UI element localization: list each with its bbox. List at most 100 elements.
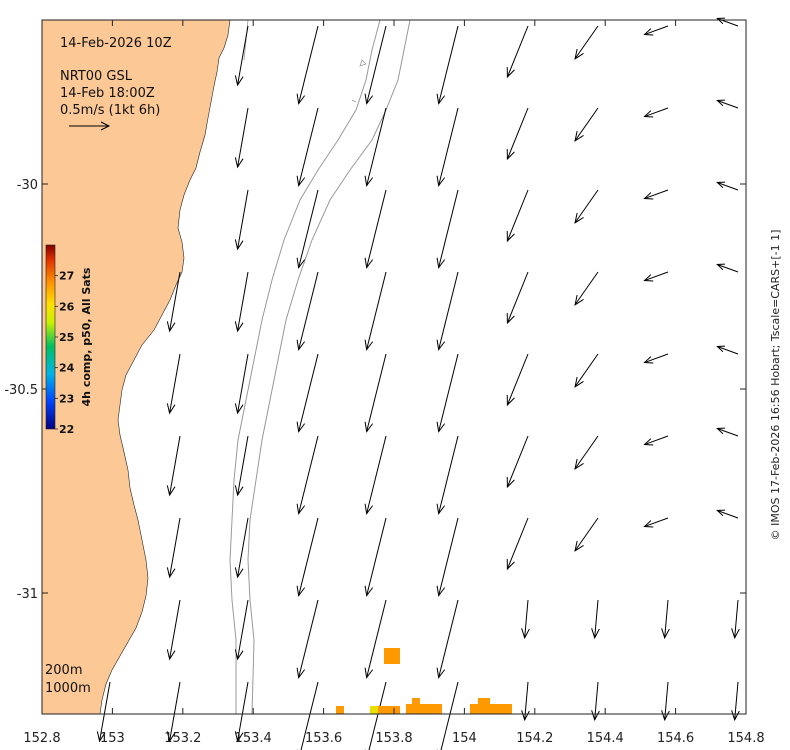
current-arrow xyxy=(716,427,739,437)
current-arrow xyxy=(716,263,739,273)
current-arrow xyxy=(166,353,181,415)
sst-pixel xyxy=(384,648,400,664)
current-arrow xyxy=(506,107,529,161)
current-arrow xyxy=(296,599,319,679)
current-arrow xyxy=(296,271,319,351)
current-arrow xyxy=(716,345,739,355)
current-arrow xyxy=(506,353,529,407)
current-arrow xyxy=(436,353,459,433)
current-arrow xyxy=(166,271,181,333)
scale-label: 0.5m/s (1kt 6h) xyxy=(60,103,160,118)
current-arrow xyxy=(574,107,599,142)
x-tick-label: 153.4 xyxy=(235,731,272,746)
current-arrow xyxy=(643,435,669,446)
current-arrow xyxy=(364,353,387,433)
credit-text: © IMOS 17-Feb-2026 16:56 Hobart; Tscale=… xyxy=(769,230,782,541)
current-arrow xyxy=(234,271,249,333)
depth-label-200m: 200m xyxy=(45,663,82,678)
x-tick-label: 154.4 xyxy=(587,731,624,746)
current-arrow xyxy=(234,353,249,415)
current-arrow xyxy=(436,25,459,105)
current-arrow xyxy=(643,517,669,528)
current-arrow xyxy=(234,681,249,743)
axis-ticks: 152.8 153 153.2 153.4 153.6 153.8 154 154.2 154.… xyxy=(4,20,765,746)
colorbar-tick-label: 25 xyxy=(59,331,74,344)
current-arrow xyxy=(364,189,387,269)
colorbar-ticks: 27 26 25 24 23 22 xyxy=(55,270,75,436)
current-arrow xyxy=(574,25,599,60)
current-arrow xyxy=(643,271,669,282)
current-arrow xyxy=(661,599,670,640)
x-tick-label: 154.8 xyxy=(727,731,764,746)
colorbar-label: 4h comp, p50, All Sats xyxy=(80,267,93,406)
x-tick-label: 154 xyxy=(452,731,477,746)
product-label: NRT00 GSL xyxy=(60,69,133,84)
current-arrow xyxy=(521,599,530,640)
current-arrow xyxy=(234,189,249,251)
current-arrow xyxy=(643,25,669,36)
current-arrow xyxy=(643,189,669,200)
current-arrow xyxy=(436,435,459,515)
time-label: 14-Feb 18:00Z xyxy=(60,86,155,101)
current-arrow xyxy=(436,599,459,679)
current-arrow xyxy=(364,271,387,351)
x-tick-label: 153.8 xyxy=(375,731,412,746)
sst-pixel xyxy=(336,706,344,714)
current-arrow xyxy=(574,271,599,306)
current-arrow xyxy=(506,271,529,325)
y-tick-label: -30.5 xyxy=(4,383,38,398)
current-arrow xyxy=(166,681,181,743)
current-arrow xyxy=(234,599,249,661)
current-arrow xyxy=(296,107,319,187)
depth-label-1000m: 1000m xyxy=(45,681,91,696)
current-arrow xyxy=(296,517,319,597)
sst-pixel xyxy=(478,698,490,706)
current-arrow xyxy=(436,517,459,597)
y-tick-label: -30 xyxy=(17,178,38,193)
current-arrow xyxy=(574,353,599,388)
x-tick-label: 153 xyxy=(100,731,125,746)
sst-pixel xyxy=(370,706,378,714)
current-arrow xyxy=(436,271,459,351)
current-arrow xyxy=(234,435,249,497)
current-arrow xyxy=(436,681,459,750)
current-arrow xyxy=(296,189,319,269)
x-tick-label: 153.6 xyxy=(305,731,342,746)
current-vector-field xyxy=(96,17,740,750)
colorbar-tick-label: 27 xyxy=(59,270,74,283)
sst-pixel xyxy=(406,704,442,714)
land-mass xyxy=(41,19,231,715)
current-arrow xyxy=(643,353,669,364)
current-arrow xyxy=(506,517,529,571)
x-tick-label: 153.2 xyxy=(164,731,201,746)
x-tick-label: 154.2 xyxy=(516,731,553,746)
current-arrow xyxy=(296,25,319,105)
current-arrow xyxy=(364,25,387,105)
current-arrow xyxy=(364,517,387,597)
colorbar-tick-label: 22 xyxy=(59,423,74,436)
current-arrow xyxy=(234,107,249,169)
colorbar xyxy=(45,244,56,430)
current-arrow xyxy=(166,599,181,661)
current-arrow xyxy=(574,517,599,552)
current-arrow xyxy=(296,353,319,433)
current-arrow xyxy=(574,189,599,224)
current-arrow xyxy=(96,681,111,743)
colorbar-tick-label: 23 xyxy=(59,392,74,405)
y-tick-label: -31 xyxy=(17,587,38,602)
current-arrow xyxy=(506,189,529,243)
isobath-200m xyxy=(229,19,381,714)
current-arrow xyxy=(506,435,529,489)
scale-arrow xyxy=(69,121,111,131)
current-arrow xyxy=(364,681,387,750)
current-arrow xyxy=(436,107,459,187)
current-arrow xyxy=(364,435,387,515)
current-arrow xyxy=(716,99,739,109)
current-arrow xyxy=(234,25,249,87)
current-arrow xyxy=(716,509,739,519)
sst-pixel xyxy=(412,698,420,706)
sst-pixel xyxy=(378,706,400,714)
x-tick-label: 152.8 xyxy=(23,731,60,746)
current-arrow xyxy=(296,435,319,515)
